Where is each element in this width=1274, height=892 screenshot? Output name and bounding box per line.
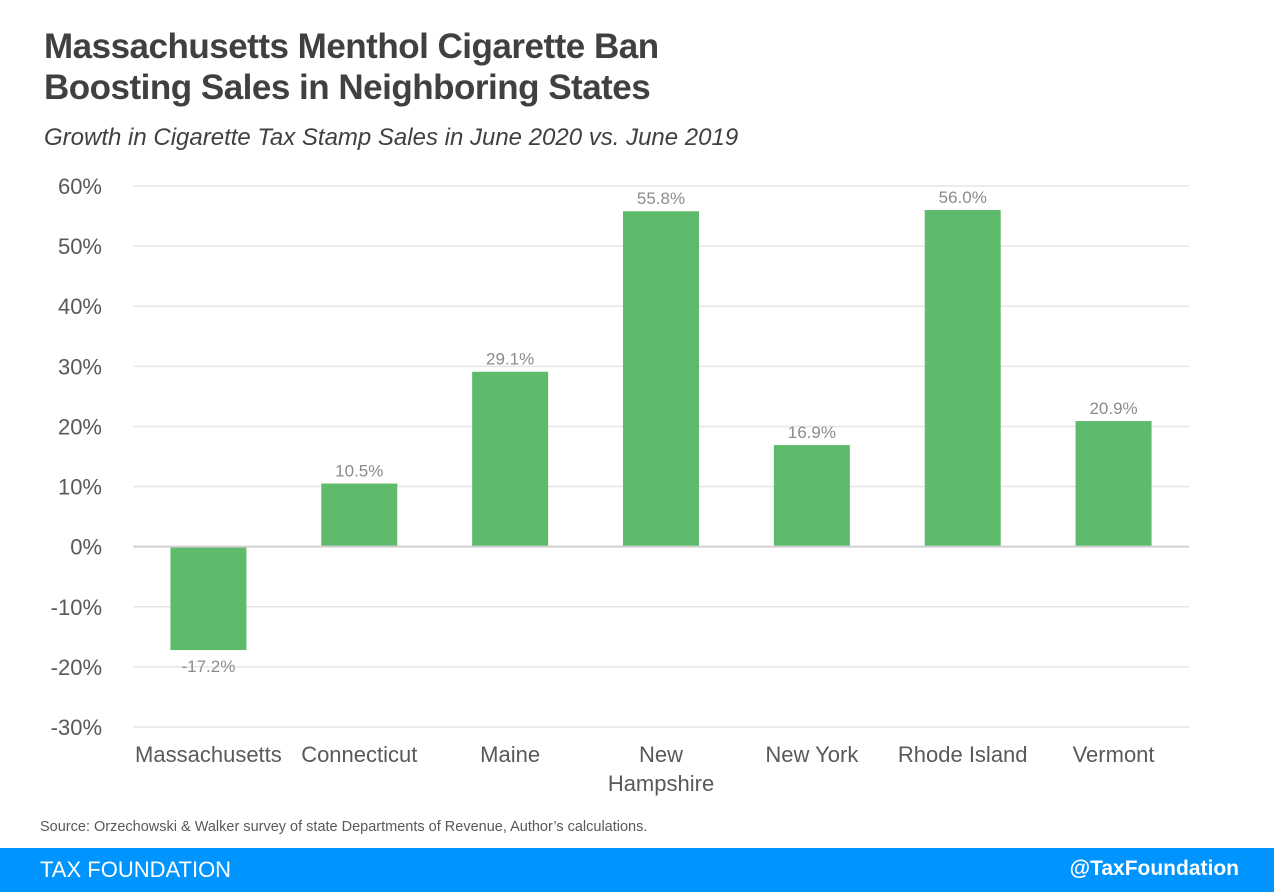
y-tick-label: 20%	[58, 414, 102, 439]
twitter-handle[interactable]: @TaxFoundation	[1069, 857, 1239, 880]
y-tick-label: -30%	[51, 715, 102, 740]
x-category-label: Maine	[480, 742, 540, 767]
y-tick-label: 10%	[58, 475, 102, 500]
y-tick-label: 30%	[58, 354, 102, 379]
x-category-label: Massachusetts	[135, 742, 282, 767]
data-label: 10.5%	[335, 462, 383, 481]
y-tick-label: -10%	[51, 595, 102, 620]
y-axis-tick-labels: 60% 50% 40% 30% 20% 10% 0% -10% -20% -30%	[51, 174, 102, 740]
data-label: 29.1%	[486, 350, 534, 369]
chart-subtitle: Growth in Cigarette Tax Stamp Sales in J…	[44, 124, 739, 151]
y-tick-label: 60%	[58, 174, 102, 199]
footer-bar: TAX FOUNDATION @TaxFoundation	[0, 848, 1274, 892]
bars	[170, 210, 1152, 651]
bar-chart: 60% 50% 40% 30% 20% 10% 0% -10% -20% -30% -17.2% 1…	[51, 174, 1189, 796]
bar	[472, 371, 549, 547]
data-label: -17.2%	[181, 657, 235, 676]
bar	[773, 445, 850, 547]
x-category-label: New	[639, 742, 683, 767]
x-axis-category-labels: Massachusetts Connecticut Maine New Hampshir…	[135, 742, 1154, 796]
y-tick-label: 50%	[58, 234, 102, 259]
x-category-label: New York	[765, 742, 859, 767]
bar	[924, 210, 1001, 547]
bar	[170, 546, 247, 651]
chart-title: Massachusetts Menthol Cigarette Ban Boos…	[44, 26, 659, 108]
y-tick-label: 40%	[58, 294, 102, 319]
x-category-label: Rhode Island	[898, 742, 1028, 767]
x-category-label: Vermont	[1073, 742, 1155, 767]
data-label: 55.8%	[637, 189, 685, 208]
y-tick-label: -20%	[51, 655, 102, 680]
data-label: 16.9%	[788, 423, 836, 442]
bar	[623, 211, 699, 547]
y-tick-label: 0%	[70, 535, 102, 560]
data-label: 20.9%	[1089, 399, 1137, 418]
chart-title-line-2: Boosting Sales in Neighboring States	[44, 68, 651, 107]
brand-name: TAX FOUNDATION	[40, 857, 232, 882]
data-labels: -17.2% 10.5% 29.1% 55.8% 16.9% 56.0% 20.9%	[181, 188, 1137, 676]
bar	[321, 483, 398, 547]
chart-title-line-1: Massachusetts Menthol Cigarette Ban	[44, 27, 659, 66]
x-category-label: Hampshire	[608, 771, 714, 796]
source-note: Source: Orzechowski & Walker survey of s…	[40, 819, 648, 835]
bar	[1075, 421, 1152, 547]
data-label: 56.0%	[939, 188, 987, 207]
x-category-label: Connecticut	[301, 742, 417, 767]
